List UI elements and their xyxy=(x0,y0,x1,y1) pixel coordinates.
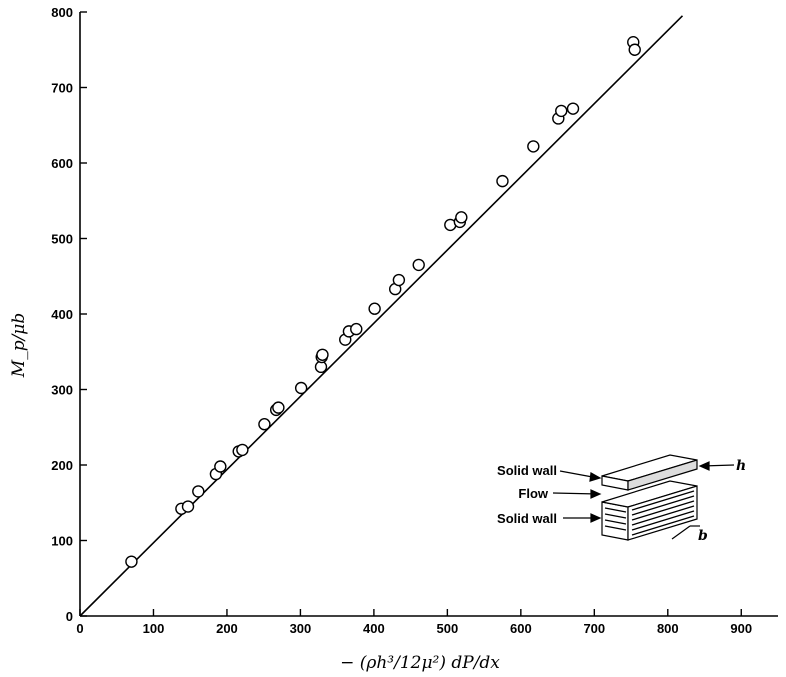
inset-label-top-wall: Solid wall xyxy=(497,463,557,478)
x-tick-label: 700 xyxy=(583,621,605,636)
data-point xyxy=(294,381,308,395)
channel-schematic: Solid wall Flow Solid wall h b xyxy=(497,454,746,544)
data-point xyxy=(455,211,468,224)
data-point xyxy=(566,102,580,115)
flow-lines xyxy=(604,490,695,536)
inset-label-bottom-wall: Solid wall xyxy=(497,511,557,526)
ticks: 0 100 200 300 400 500 600 700 800 900 0 100 200 300 40… xyxy=(51,5,752,636)
data-point xyxy=(350,322,363,336)
data-point xyxy=(236,443,249,457)
data-point xyxy=(368,302,381,315)
data-point xyxy=(527,140,540,153)
x-tick-label: 500 xyxy=(437,621,459,636)
y-tick-label: 700 xyxy=(51,81,73,96)
y-tick-label: 300 xyxy=(51,383,73,398)
data-point xyxy=(125,555,138,568)
data-points xyxy=(125,36,641,568)
data-point xyxy=(192,485,205,498)
y-tick-label: 400 xyxy=(51,307,73,322)
label-arrows xyxy=(552,461,735,540)
data-point xyxy=(181,500,195,513)
x-tick-label: 900 xyxy=(730,621,752,636)
data-point xyxy=(628,43,641,56)
fit-line xyxy=(79,15,684,617)
x-tick-label: 300 xyxy=(290,621,312,636)
data-point xyxy=(496,174,509,188)
x-tick-label: 400 xyxy=(363,621,385,636)
data-point xyxy=(392,273,406,287)
y-axis-title: M_p/μb xyxy=(9,313,29,378)
y-tick-label: 0 xyxy=(66,609,73,624)
data-point xyxy=(316,348,329,361)
data-point xyxy=(555,104,568,118)
y-tick-label: 100 xyxy=(51,534,73,549)
top-wall-side xyxy=(627,459,698,491)
data-point xyxy=(214,460,227,473)
x-tick-label: 800 xyxy=(657,621,679,636)
y-tick-label: 600 xyxy=(51,156,73,171)
data-point xyxy=(412,258,425,272)
y-tick-label: 500 xyxy=(51,232,73,247)
inset-symbol-h: h xyxy=(736,458,746,474)
y-tick-label: 800 xyxy=(51,5,73,20)
y-tick-label: 200 xyxy=(51,458,73,473)
x-tick-label: 0 xyxy=(76,621,83,636)
x-tick-label: 200 xyxy=(216,621,238,636)
x-tick-label: 100 xyxy=(143,621,165,636)
inset-symbol-b: b xyxy=(698,528,708,544)
data-point xyxy=(272,401,285,414)
data-point xyxy=(258,418,271,431)
x-axis-title: − (ρh³/12μ²) dP/dx xyxy=(340,653,500,673)
inset-label-flow: Flow xyxy=(518,486,548,501)
x-tick-label: 600 xyxy=(510,621,532,636)
